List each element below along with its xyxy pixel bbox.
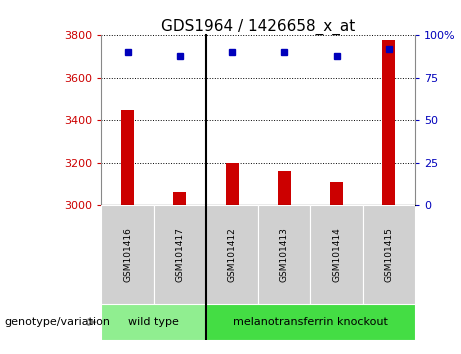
Bar [363,205,415,304]
Bar [225,163,239,205]
Bar [258,205,310,304]
Bar [173,192,186,205]
Bar [382,40,396,205]
Title: GDS1964 / 1426658_x_at: GDS1964 / 1426658_x_at [161,19,355,35]
Text: GSM101414: GSM101414 [332,228,341,282]
Text: GSM101416: GSM101416 [123,227,132,282]
Text: GSM101413: GSM101413 [280,227,289,282]
Bar [206,304,415,340]
Bar [121,110,134,205]
Bar [154,205,206,304]
Text: melanotransferrin knockout: melanotransferrin knockout [233,317,388,327]
Text: wild type: wild type [128,317,179,327]
Bar [101,205,154,304]
Text: genotype/variation: genotype/variation [5,317,111,327]
Bar [101,304,206,340]
Bar [206,205,258,304]
Bar [310,205,363,304]
Bar [278,171,291,205]
Bar [330,182,343,205]
Text: GSM101412: GSM101412 [228,228,236,282]
Text: GSM101415: GSM101415 [384,227,393,282]
Text: GSM101417: GSM101417 [175,227,184,282]
